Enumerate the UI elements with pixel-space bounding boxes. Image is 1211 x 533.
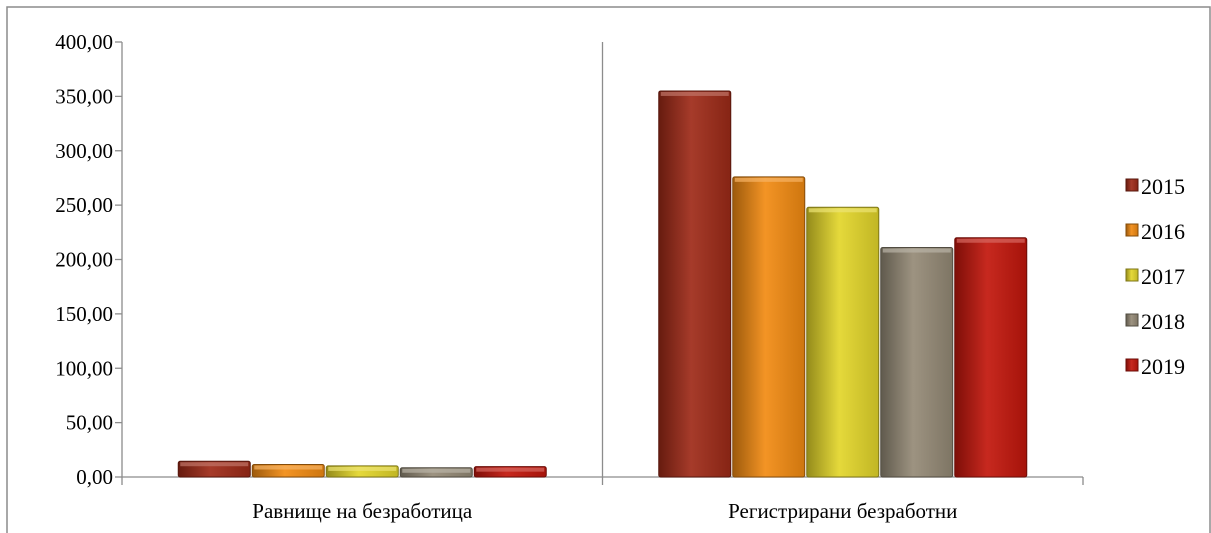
bar-highlight [882,248,951,253]
x-category-label: Равнище на безработица [252,499,473,523]
bar-2015-registered-unemployed [658,90,732,478]
bar-highlight [328,466,397,471]
y-tick-label: 250,00 [55,193,113,217]
legend-label: 2018 [1141,309,1185,334]
y-tick-label: 100,00 [55,356,113,380]
bar-highlight [808,208,877,213]
bars [177,90,1028,478]
bar-2018-registered-unemployed [880,247,954,478]
bar-highlight [734,177,803,182]
y-tick-label: 350,00 [55,84,113,108]
legend-label: 2017 [1141,264,1185,289]
legend-label: 2016 [1141,219,1185,244]
y-tick-label: 150,00 [55,302,113,326]
axes: 0,00 50,00 100,00 150,00 200,00 250,00 300,00 3… [55,30,1084,523]
legend: 2015 2016 2017 2018 2019 [1125,174,1185,379]
legend-label: 2015 [1141,174,1185,199]
x-category-label: Регистрирани безработни [728,499,957,523]
bar-highlight [956,238,1025,243]
bar-highlight [660,91,729,96]
y-tick-label: 200,00 [55,248,113,272]
bar-highlight [180,462,249,467]
legend-swatch [1125,358,1139,372]
bar-highlight [476,467,545,472]
bar-highlight [254,465,323,470]
legend-swatch [1125,313,1139,327]
y-tick-label: 400,00 [55,30,113,54]
bar-2016-registered-unemployed [732,176,806,478]
legend-label: 2019 [1141,354,1185,379]
y-tick-label: 0,00 [76,465,113,489]
legend-swatch [1125,268,1139,282]
legend-swatch [1125,223,1139,237]
y-tick-label: 300,00 [55,139,113,163]
bar-2019-registered-unemployed [954,237,1028,478]
bar-2017-registered-unemployed [806,206,880,478]
legend-swatch [1125,178,1139,192]
chart-border [6,6,1211,533]
bar-highlight [402,468,471,473]
y-tick-label: 50,00 [66,411,113,435]
